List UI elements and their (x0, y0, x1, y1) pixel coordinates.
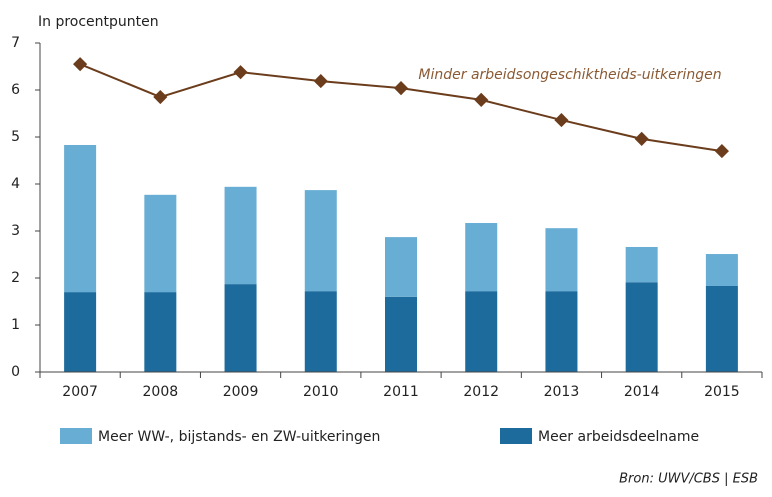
legend-label: Meer arbeidsdeelname (538, 429, 699, 445)
legend-label: Meer WW-, bijstands- en ZW-uitkeringen (98, 429, 380, 445)
y-axis-label: In procentpunten (38, 14, 159, 30)
y-tick-label: 1 (11, 317, 20, 333)
bar-segment (64, 144, 97, 293)
bar-segment (224, 186, 257, 285)
x-tick-label: 2009 (223, 384, 259, 400)
y-tick-label: 3 (11, 223, 20, 239)
y-tick-label: 0 (11, 364, 20, 380)
bar-segment (705, 254, 738, 286)
x-tick-label: 2013 (544, 384, 580, 400)
marker (474, 92, 489, 107)
x-tick-label: 2007 (62, 384, 98, 400)
bar-segment (705, 285, 738, 372)
bar-segment (144, 194, 177, 293)
line-label: Minder arbeidsongeschiktheids-uitkeringe… (418, 67, 721, 83)
bar-segment (625, 246, 658, 283)
bar-segment (304, 190, 337, 292)
marker (153, 89, 168, 105)
x-tick-label: 2015 (704, 384, 740, 400)
bar-segment (465, 291, 498, 372)
x-tick-label: 2012 (463, 384, 499, 400)
marker (634, 131, 649, 146)
marker (393, 81, 409, 96)
legend-swatch (500, 428, 532, 444)
marker (233, 65, 248, 80)
y-tick-label: 7 (11, 35, 20, 51)
bar-segment (385, 237, 417, 297)
y-tick-label: 5 (11, 129, 20, 145)
x-tick-label: 2011 (383, 384, 419, 400)
marker (554, 113, 569, 128)
bar-segment (465, 223, 498, 292)
bar-segment (144, 292, 177, 372)
source: Bron: UWV/CBS | ESB (619, 472, 758, 487)
bar-segment (224, 284, 257, 372)
marker (313, 73, 328, 89)
bar-segment (304, 291, 337, 372)
bar-segment (385, 296, 417, 372)
y-tick-label: 4 (11, 176, 20, 192)
legend-swatch (60, 428, 92, 444)
y-tick-label: 2 (11, 270, 20, 286)
x-tick-label: 2010 (303, 384, 339, 400)
x-tick-label: 2008 (143, 384, 179, 400)
bar-segment (545, 291, 578, 372)
bar-segment (625, 282, 658, 372)
marker (73, 57, 88, 72)
marker (714, 144, 729, 159)
bar-segment (64, 292, 97, 372)
bar-segment (545, 228, 578, 292)
y-tick-label: 6 (11, 82, 20, 98)
x-tick-label: 2014 (624, 384, 660, 400)
